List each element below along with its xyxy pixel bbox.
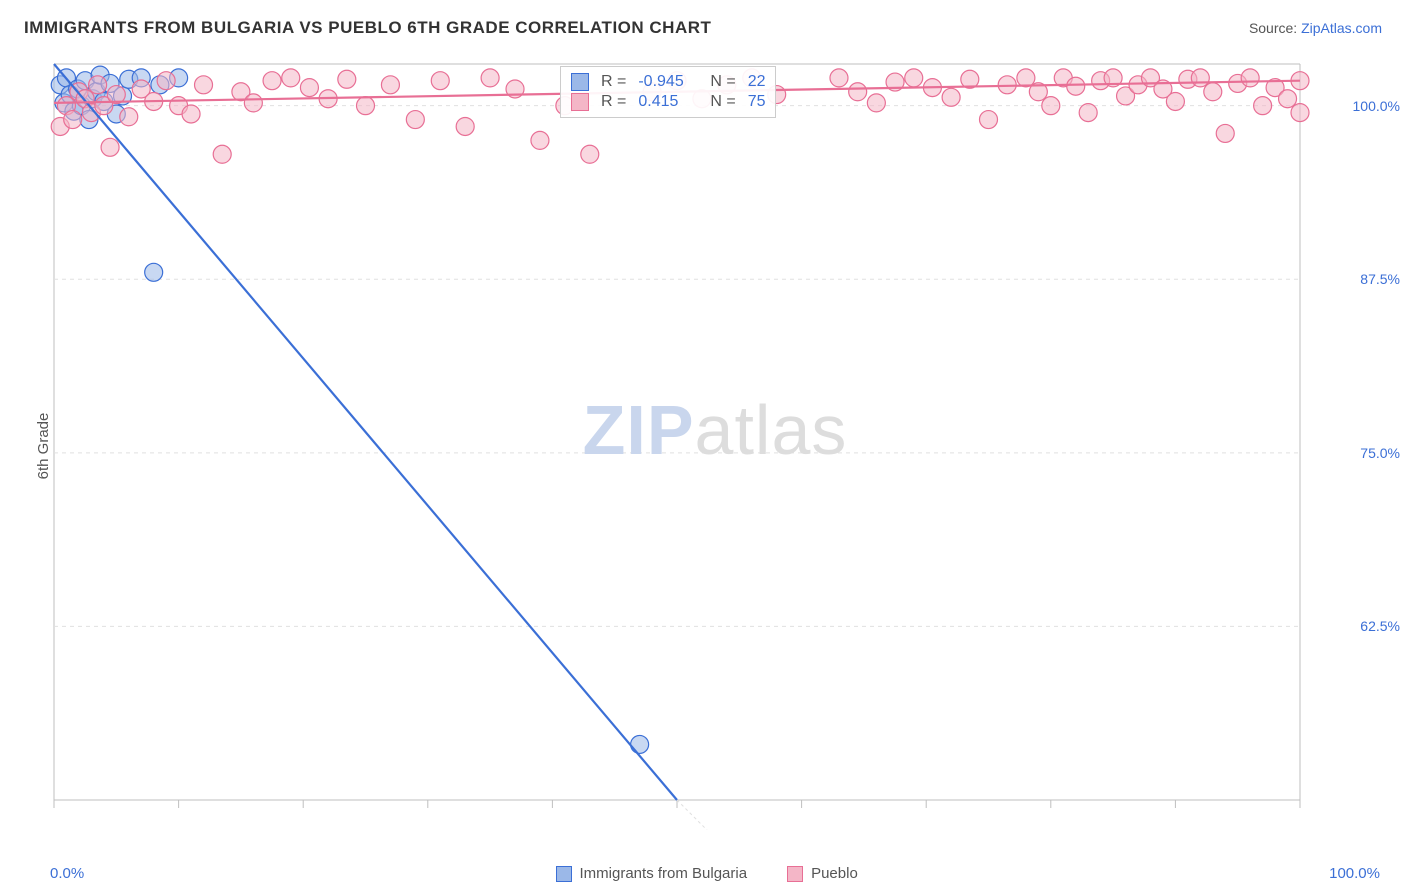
correlation-row: R = -0.945 N = 22 [571, 73, 765, 91]
legend-swatch [556, 866, 572, 882]
legend-swatch [571, 93, 589, 111]
data-point [631, 735, 649, 753]
y-tick-label: 87.5% [1360, 271, 1400, 287]
data-point [431, 72, 449, 90]
data-point [942, 88, 960, 106]
data-point [1291, 104, 1309, 122]
data-point [1204, 83, 1222, 101]
data-point [980, 111, 998, 129]
data-point [64, 111, 82, 129]
legend-item: Pueblo [787, 865, 858, 882]
r-label: R = [601, 73, 626, 91]
trend-line [54, 64, 677, 800]
source-link[interactable]: ZipAtlas.com [1301, 20, 1382, 36]
chart-area: ZIPatlas R =-0.945N =22R =0.415N =75 [50, 60, 1380, 830]
n-label: N = [710, 93, 735, 111]
x-axis-footer: 0.0% Immigrants from Bulgaria Pueblo 100.… [50, 865, 1380, 882]
data-point [120, 108, 138, 126]
chart-title: IMMIGRANTS FROM BULGARIA VS PUEBLO 6TH G… [24, 18, 711, 38]
data-point [406, 111, 424, 129]
data-point [867, 94, 885, 112]
legend-item: Immigrants from Bulgaria [556, 865, 748, 882]
data-point [830, 69, 848, 87]
data-point [213, 145, 231, 163]
data-point [89, 76, 107, 94]
data-point [145, 263, 163, 281]
chart-header: IMMIGRANTS FROM BULGARIA VS PUEBLO 6TH G… [24, 18, 1382, 38]
data-point [182, 105, 200, 123]
data-point [357, 97, 375, 115]
data-point [244, 94, 262, 112]
data-point [1079, 104, 1097, 122]
data-point [1017, 69, 1035, 87]
legend-label: Immigrants from Bulgaria [580, 865, 748, 882]
scatter-chart-svg [50, 60, 1380, 830]
y-tick-label: 75.0% [1360, 445, 1400, 461]
correlation-row: R = 0.415 N = 75 [571, 93, 765, 111]
data-point [338, 70, 356, 88]
data-point [263, 72, 281, 90]
data-point [300, 79, 318, 97]
series-legend: Immigrants from Bulgaria Pueblo [556, 865, 858, 882]
data-point [581, 145, 599, 163]
n-value: 75 [748, 93, 766, 111]
data-point [481, 69, 499, 87]
source-attribution: Source: ZipAtlas.com [1249, 20, 1382, 36]
data-point [531, 131, 549, 149]
data-point [1279, 90, 1297, 108]
data-point [1166, 92, 1184, 110]
data-point [381, 76, 399, 94]
data-point [1216, 124, 1234, 142]
n-label: N = [710, 73, 735, 91]
r-value: -0.945 [638, 73, 698, 91]
data-point [456, 117, 474, 135]
data-point [1067, 77, 1085, 95]
data-point [905, 69, 923, 87]
data-point [101, 138, 119, 156]
data-point [282, 69, 300, 87]
r-value: 0.415 [638, 93, 698, 111]
data-point [195, 76, 213, 94]
legend-swatch [571, 73, 589, 91]
source-prefix: Source: [1249, 20, 1301, 36]
x-axis-min-label: 0.0% [50, 865, 84, 882]
n-value: 22 [748, 73, 766, 91]
data-point [1191, 69, 1209, 87]
legend-label: Pueblo [811, 865, 858, 882]
y-axis-ticks: 100.0% 87.5% 75.0% 62.5% [1340, 60, 1400, 830]
data-point [1241, 69, 1259, 87]
r-label: R = [601, 93, 626, 111]
legend-swatch [787, 866, 803, 882]
correlation-legend-box: R = -0.945 N = 22 R = 0.415 N = 75 [560, 66, 776, 118]
data-point [157, 72, 175, 90]
data-point [1042, 97, 1060, 115]
data-point [1254, 97, 1272, 115]
y-tick-label: 100.0% [1353, 98, 1400, 114]
x-axis-max-label: 100.0% [1329, 865, 1380, 882]
data-point [849, 83, 867, 101]
y-tick-label: 62.5% [1360, 618, 1400, 634]
